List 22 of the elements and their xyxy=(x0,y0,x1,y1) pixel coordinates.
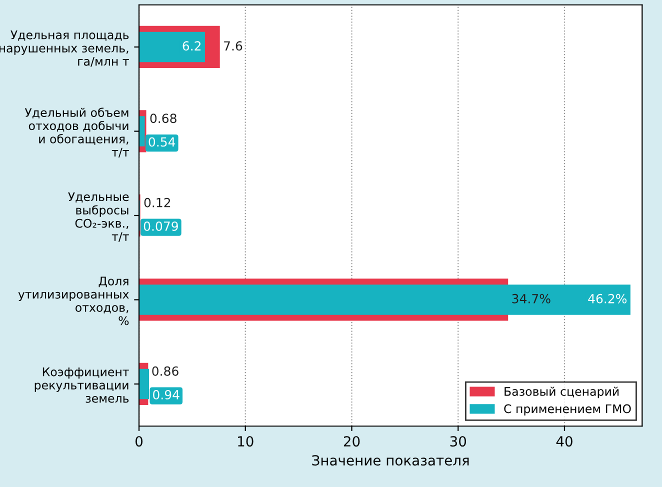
data-label: 0.86 xyxy=(152,366,178,376)
data-label: 0.54 xyxy=(148,137,176,147)
x-tick-label: 30 xyxy=(450,436,466,447)
legend-label: С применением ГМО xyxy=(504,404,631,416)
data-label: 0.68 xyxy=(150,114,176,124)
data-label: 6.2 xyxy=(182,41,201,51)
data-label: 46.2% xyxy=(588,294,627,304)
y-tick-label: Удельные выбросы CO₂-экв., т/т xyxy=(68,192,129,242)
legend-label: Базовый сценарий xyxy=(504,386,619,398)
x-tick-label: 10 xyxy=(238,436,254,447)
x-tick-label: 0 xyxy=(136,436,143,447)
data-label: 7.6 xyxy=(224,41,242,51)
y-tick-label: Коэффициент рекультивации земель xyxy=(34,368,129,403)
data-label: 0.94 xyxy=(153,390,180,400)
data-label: 0.12 xyxy=(144,198,170,208)
x-tick-label: 40 xyxy=(556,436,572,447)
y-tick-label: Удельный объем отходов добычи и обогащения, т/т xyxy=(24,108,129,158)
x-tick-label: 20 xyxy=(344,436,360,447)
x-axis-title: Значение показателя xyxy=(312,455,469,466)
data-label: 0.079 xyxy=(144,221,178,231)
data-label: 34.7% xyxy=(512,294,550,304)
y-tick-label: Доля утилизированных отходов, % xyxy=(18,276,129,326)
